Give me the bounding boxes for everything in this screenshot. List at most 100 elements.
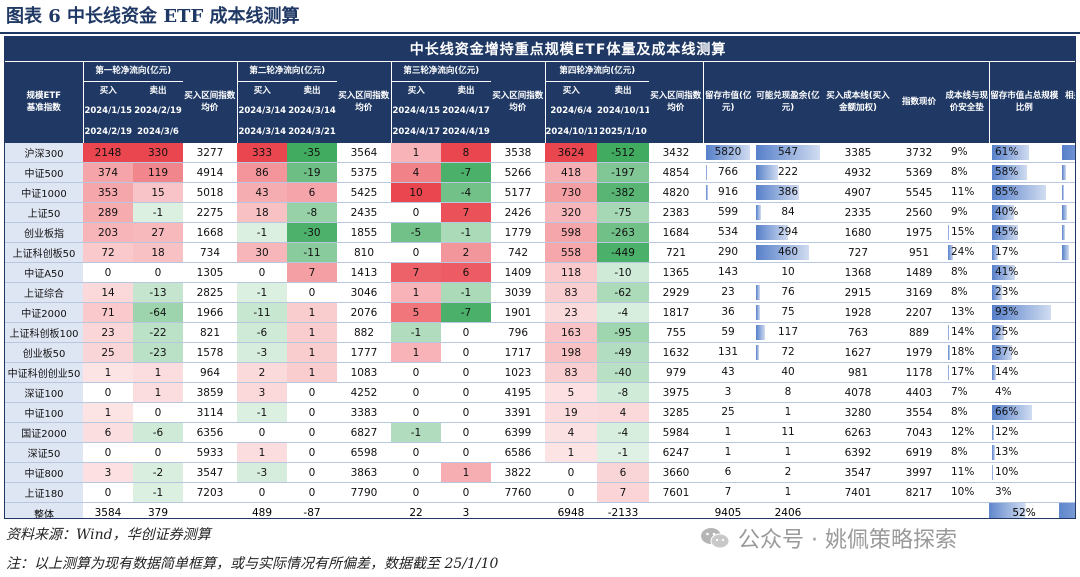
table-row: 国证2000 6 -6 6356 0 0 6827 -1 0 6399 4 -4 5984 1 11 6263…	[5, 422, 1075, 443]
avg-price: 3538	[491, 143, 545, 163]
flow-cell: 8	[441, 143, 491, 163]
retained-ratio: 45%	[989, 222, 1059, 243]
flow-cell: -2	[133, 462, 183, 483]
index-now: 1975	[893, 222, 945, 243]
header-avg4: 买入区间指数均价	[649, 61, 703, 143]
retained-ratio-value: 40%	[995, 206, 1019, 218]
table-row: 中证100 1 0 3114 -1 0 3383 0 0 3391 19 4 3285 25 1 3280 35…	[5, 402, 1075, 423]
retained-ratio-bar	[992, 285, 1003, 300]
float-profit: 547	[753, 143, 823, 163]
float-profit: 222	[753, 162, 823, 183]
flow-cell: -1	[441, 222, 491, 243]
flow-cell: 1	[287, 362, 337, 383]
flow-cell: -5	[391, 222, 441, 243]
flow-cell: -4	[597, 302, 649, 323]
retained-value: 290	[703, 242, 753, 263]
float-profit: 75	[753, 302, 823, 323]
flow-cell: 374	[83, 162, 133, 183]
flow-cell: 598	[545, 222, 597, 243]
index-name: 国证2000	[5, 422, 83, 443]
flow-cell: 1	[441, 462, 491, 483]
flow-cell: -1	[597, 442, 649, 463]
safety-pad-value: 13%	[951, 306, 975, 318]
header-round4: 第四轮净流向(亿元)	[544, 61, 649, 82]
avg-price: 721	[649, 242, 703, 263]
flow-cell: -23	[133, 342, 183, 363]
etf-size-bar	[1062, 145, 1075, 160]
header-name: 规模ETF 基准指数	[5, 61, 83, 143]
flow-cell: -1	[441, 282, 491, 303]
avg-price: 5984	[649, 422, 703, 443]
avg-price: 4195	[491, 382, 545, 403]
avg-price: 2076	[337, 302, 391, 323]
retained-ratio: 85%	[989, 182, 1059, 203]
float-profit: 8	[753, 382, 823, 403]
avg-price: 1668	[183, 222, 237, 243]
index-now: 1979	[893, 342, 945, 363]
cost-line: 7401	[823, 482, 893, 503]
flow-cell: 0	[391, 442, 441, 463]
avg-price: 3046	[337, 282, 391, 303]
etf-size: 317	[1059, 362, 1075, 383]
retained-value: 25	[703, 402, 753, 423]
float-profit: 40	[753, 362, 823, 383]
avg-price: 1305	[183, 262, 237, 283]
retained-ratio-bar	[992, 445, 996, 460]
retained-ratio: 14%	[989, 362, 1059, 383]
header-r3-date3: 2024/4/17	[390, 121, 441, 143]
flow-cell: 0	[441, 322, 491, 343]
total-r3b: 22	[391, 502, 441, 518]
safety-pad-value: 17%	[951, 366, 975, 378]
safety-pad-value: 11%	[951, 466, 975, 478]
header-r4-buy: 买入	[544, 81, 597, 101]
flow-cell: -197	[597, 162, 649, 183]
flow-cell: 0	[237, 262, 287, 283]
avg-price: 1409	[491, 262, 545, 283]
avg-price: 979	[649, 362, 703, 383]
header-r1-date4: 2024/3/6	[133, 121, 183, 143]
retained-ratio-bar	[992, 425, 995, 440]
flow-cell: 43	[237, 182, 287, 203]
flow-cell: -40	[597, 362, 649, 383]
total-ret: 9405	[703, 502, 753, 518]
float-profit: 386	[753, 182, 823, 203]
flow-cell: 0	[441, 422, 491, 443]
index-now: 1489	[893, 262, 945, 283]
flow-cell: -13	[133, 282, 183, 303]
flow-cell: 23	[83, 322, 133, 343]
avg-price: 3383	[337, 402, 391, 423]
retained-ratio: 93%	[989, 302, 1059, 323]
avg-price: 3547	[183, 462, 237, 483]
flow-cell: -1	[133, 482, 183, 503]
float-profit-value: 75	[781, 306, 795, 318]
flow-cell: 1	[83, 402, 133, 423]
index-name: 中证1000	[5, 182, 83, 203]
cost-line: 4078	[823, 382, 893, 403]
table-row: 上证180 0 -1 7203 0 0 7790 0 0 7760 0 7 7601 7 1 7401 8217…	[5, 482, 1075, 503]
float-profit-bar	[756, 245, 809, 260]
header-r4-date4: 2025/1/10	[597, 121, 649, 143]
avg-price: 796	[491, 322, 545, 343]
flow-cell: 0	[287, 462, 337, 483]
wechat-icon	[701, 528, 730, 549]
safety-pad: 24%	[945, 242, 989, 263]
float-profit-value: 11	[781, 426, 795, 438]
table-row: 中证2000 71 -64 1966 -11 1 2076 5 -7 1901 23 -4 1817 36…	[5, 302, 1075, 323]
table-title: 中长线资金增持重点规模ETF体量及成本线测算	[5, 37, 1075, 62]
flow-cell: 0	[391, 362, 441, 383]
retained-ratio: 3%	[989, 482, 1059, 503]
float-profit-value: 294	[777, 226, 799, 238]
table-row: 中证500 374 119 4914 86 -19 5375 4 -7 5266 418 -197 48…	[5, 162, 1075, 183]
avg-price: 1777	[337, 342, 391, 363]
header-r3-date1: 2024/4/15	[390, 101, 441, 121]
flow-cell: -1	[133, 202, 183, 223]
index-name: 中证科创创业50	[5, 362, 83, 383]
safety-pad: 7%	[945, 382, 989, 403]
retained-ratio-bar	[992, 265, 1015, 280]
retained-ratio: 23%	[989, 282, 1059, 303]
flow-cell: -1	[391, 422, 441, 443]
float-profit-value: 460	[777, 246, 799, 258]
flow-cell: 119	[133, 162, 183, 183]
safety-pad-value: 18%	[951, 346, 975, 358]
header-round2: 第二轮净流向(亿元)	[236, 61, 337, 82]
